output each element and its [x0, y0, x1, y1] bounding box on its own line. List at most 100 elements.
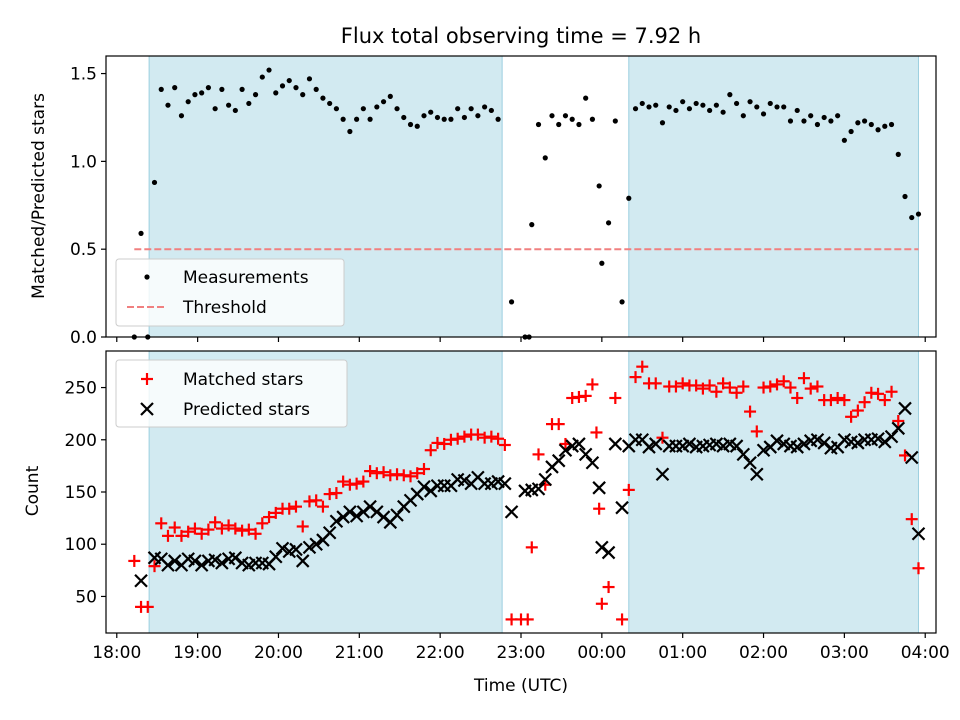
- bottom-series-1-point-110: [851, 404, 864, 417]
- bottom-series-1-point-14: [215, 522, 228, 535]
- bottom-series-1-point-52: [471, 428, 484, 441]
- bottom-y-tick-label-3: 150: [65, 483, 97, 503]
- bottom-series-1-point-107: [831, 392, 844, 404]
- bottom-series-1-point-101: [791, 392, 804, 404]
- bottom-series-2-point-29: [329, 514, 344, 529]
- bottom-series-1-point-70: [590, 426, 603, 439]
- top-series-1-point-56: [508, 299, 515, 305]
- top-series-1-point-12: [205, 85, 212, 91]
- x-tick-label-9: 02:00: [739, 643, 788, 663]
- bottom-series-1-point-87: [696, 382, 709, 395]
- top-series-1-point-116: [909, 214, 915, 221]
- top-series-1-point-43: [414, 123, 420, 129]
- top-series-1-point-18: [246, 100, 252, 107]
- bottom-series-2-point-91: [750, 467, 764, 482]
- top-series-1-point-15: [226, 102, 232, 108]
- bottom-series-1-point-116: [892, 414, 905, 427]
- top-series-1-point-60: [535, 121, 542, 128]
- top-y-axis-label: Matched/Predicted stars: [29, 93, 49, 299]
- x-tick-label-7: 00:00: [577, 643, 626, 663]
- bottom-legend-matched-marker: [141, 373, 153, 385]
- bottom-series-2-point-90: [743, 455, 757, 470]
- top-series-1-point-101: [808, 113, 814, 119]
- top-y-tick-label-2: 0.5: [70, 240, 97, 260]
- bottom-series-1-point-38: [377, 466, 390, 479]
- top-series-1-point-63: [556, 121, 562, 128]
- top-series-1-point-76: [639, 100, 645, 107]
- bottom-series-2-point-38: [390, 508, 404, 522]
- top-series-1-point-47: [441, 116, 447, 122]
- top-series-1-point-24: [286, 77, 292, 84]
- bottom-series-1-point-78: [636, 360, 649, 373]
- bottom-series-2-point-28: [322, 525, 337, 540]
- bottom-y-tick-label-1: 50: [75, 587, 97, 607]
- bottom-series-1-point-54: [485, 430, 498, 443]
- bottom-series-1-point-77: [629, 371, 642, 384]
- bottom-series-1-point-45: [424, 444, 437, 457]
- bottom-series-1-point-11: [195, 527, 208, 540]
- top-series-1-point-53: [482, 104, 488, 110]
- x-tick-label-1: 18:00: [92, 643, 141, 663]
- top-series-1-point-42: [407, 121, 414, 128]
- bottom-legend-predicted-marker: [140, 402, 154, 416]
- top-series-1-point-80: [666, 104, 672, 110]
- bottom-series-1-point-109: [845, 410, 858, 423]
- bottom-series-1-point-15: [222, 519, 235, 532]
- top-series-1-point-26: [300, 92, 306, 98]
- x-tick-label-6: 23:00: [497, 643, 546, 663]
- bottom-series-2: [134, 401, 926, 588]
- top-series-1-point-93: [754, 104, 760, 110]
- top-series-1-point-108: [855, 120, 861, 126]
- top-series-1-point-114: [895, 151, 901, 157]
- bottom-series-1-point-49: [451, 432, 464, 445]
- bottom-series-2-point-75: [642, 440, 656, 454]
- x-tick-label-4: 21:00: [335, 643, 384, 663]
- top-series-1-point-20: [259, 74, 265, 80]
- bottom-series-2-point-42: [417, 479, 431, 494]
- top-series-1-point-85: [700, 102, 706, 108]
- top-series-1-point-86: [707, 107, 713, 114]
- bottom-series-2-point-106: [851, 436, 865, 450]
- bottom-series-1-point-89: [710, 385, 723, 398]
- bottom-series-1-point-103: [804, 382, 817, 395]
- bottom-series-1-point-64: [552, 418, 565, 431]
- top-series-1-point-97: [781, 104, 787, 110]
- top-series-1-point-117: [915, 211, 922, 217]
- bottom-y-tick-label-2: 100: [65, 535, 97, 555]
- bottom-series-1-point-86: [690, 379, 703, 392]
- bottom-series-1-point-115: [885, 385, 898, 398]
- bottom-series-2-point-64: [572, 437, 586, 451]
- bottom-series-1-point-43: [411, 467, 424, 480]
- top-series-1-point-37: [374, 104, 380, 110]
- bottom-series-1-point-99: [777, 375, 790, 388]
- top-series-1-point-113: [888, 121, 895, 128]
- top-shaded-interval-2: [628, 55, 919, 338]
- top-series-1-point-106: [841, 137, 847, 143]
- top-series-1-point-7: [172, 85, 178, 91]
- top-series-1-point-29: [320, 95, 326, 101]
- bottom-series-2-point-88: [729, 439, 744, 453]
- top-series-1-point-61: [542, 155, 548, 161]
- bottom-series-2-point-115: [911, 526, 926, 541]
- bottom-series-1-point-16: [229, 522, 242, 535]
- top-legend-box: [115, 258, 345, 327]
- bottom-legend-predicted-label: Predicted stars: [183, 400, 310, 420]
- bottom-series-1-point-104: [811, 380, 824, 393]
- top-series-1-point-107: [848, 128, 854, 135]
- bottom-series-1-point-55: [492, 432, 505, 445]
- x-tick-label-8: 01:00: [658, 643, 707, 663]
- top-series-1-point-27: [306, 76, 313, 82]
- bottom-series-1-point-44: [417, 463, 430, 476]
- top-series-1-point-16: [232, 107, 238, 114]
- bottom-series-2-point-11: [208, 553, 222, 567]
- top-panel: 0.0 0.5 1.0 1.5: [70, 55, 937, 348]
- top-y-tick-label-1: 0.0: [70, 328, 97, 348]
- top-series-1-point-79: [659, 120, 666, 126]
- bottom-series-1-point-74: [609, 392, 622, 404]
- bottom-series-2-point-24: [295, 554, 310, 568]
- bottom-series-1: [128, 360, 925, 626]
- bottom-series-2-point-25: [302, 540, 317, 555]
- top-series-1-point-49: [455, 106, 461, 112]
- bottom-series-2-point-21: [275, 541, 290, 556]
- bottom-series-1-point-119: [912, 562, 925, 575]
